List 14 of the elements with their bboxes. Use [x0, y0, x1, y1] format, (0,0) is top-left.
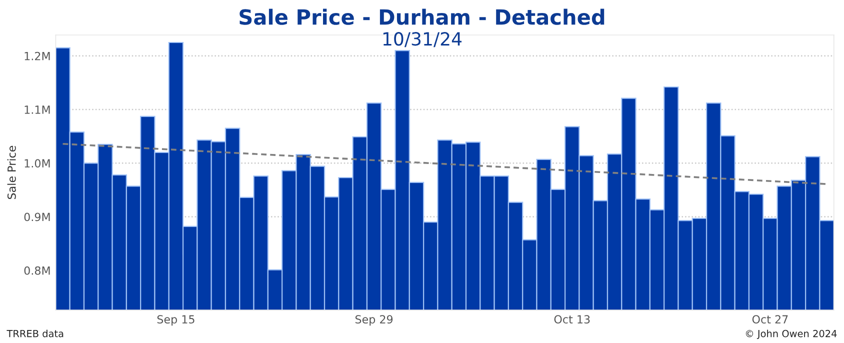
- y-tick-label: 1.0M: [24, 159, 50, 168]
- text: © John Owen 2024: [746, 330, 837, 340]
- x-tick-label: Sep 15: [157, 315, 194, 326]
- text: TRREB data: [6, 330, 64, 338]
- y-tick-label: 1.1M: [24, 106, 50, 114]
- y-tick-label: 0.9M: [24, 212, 50, 222]
- x-tick-label: Sep 29: [355, 315, 393, 326]
- y-tick-label: 0.8M: [24, 266, 50, 275]
- x-tick-label: Oct 27: [752, 315, 788, 324]
- chart-subtitle: 10/31/24: [383, 32, 462, 48]
- y-axis-title: Sale Price: [7, 146, 16, 200]
- y-tick-label: 1.2M: [24, 52, 50, 60]
- chart-title: Sale Price - Durham - Detached: [240, 8, 604, 25]
- x-tick-label: Oct 13: [554, 315, 590, 324]
